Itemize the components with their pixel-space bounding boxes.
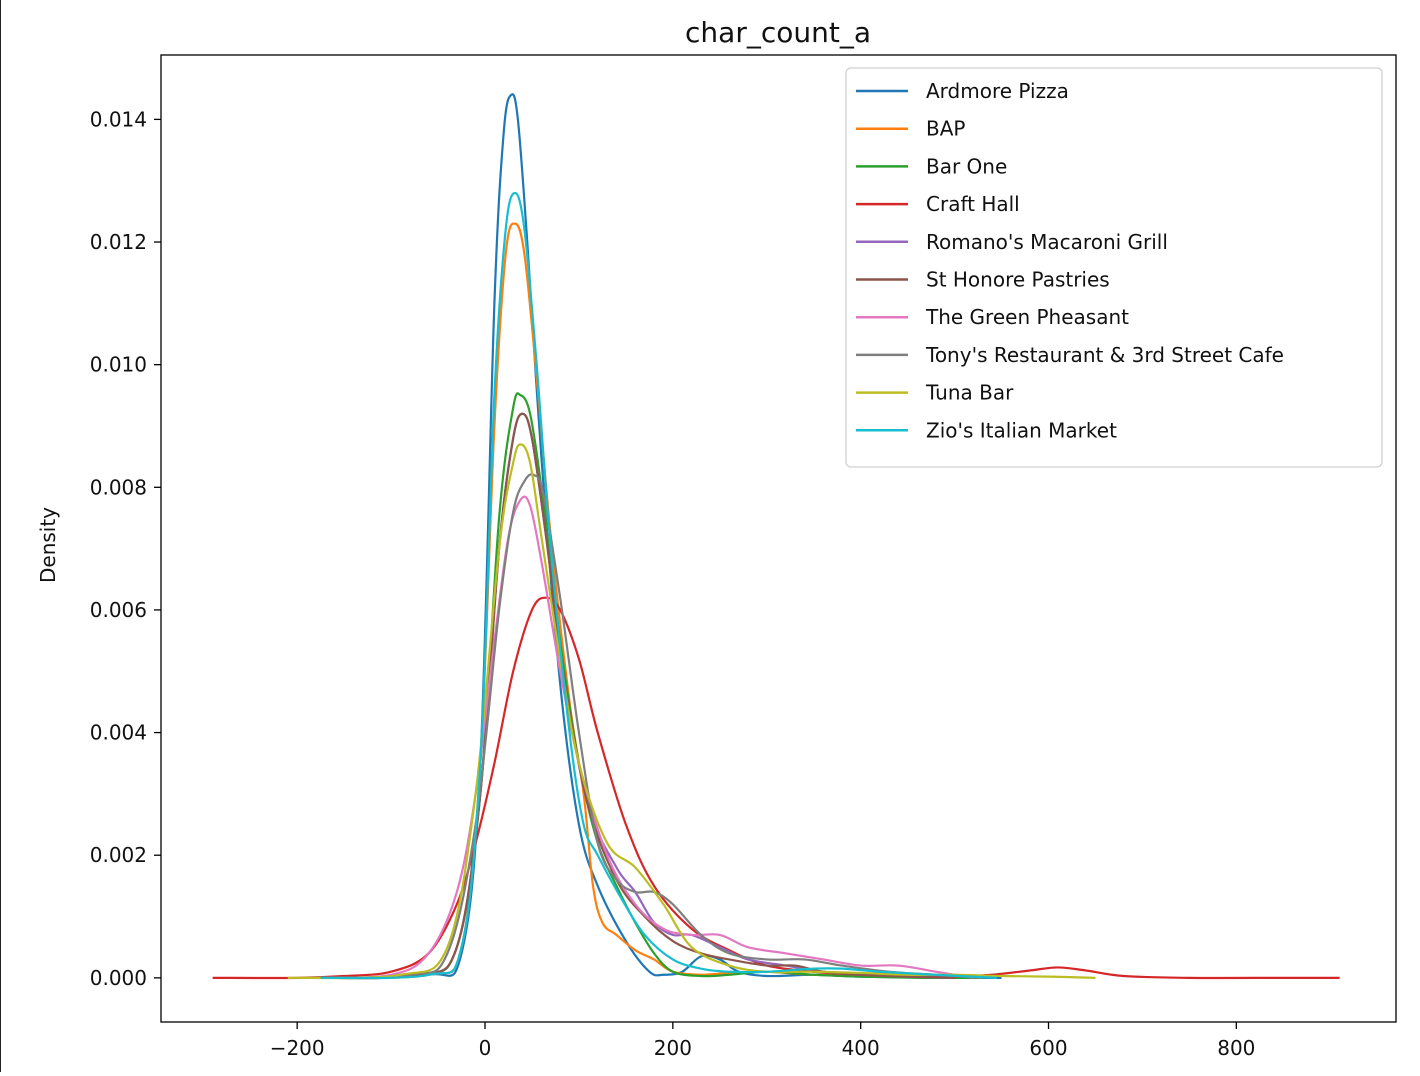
legend-label: Bar One [926, 154, 1007, 178]
x-tick-label: 600 [1029, 1036, 1067, 1060]
y-tick-label: 0.012 [90, 230, 147, 254]
y-tick-label: 0.006 [90, 598, 147, 622]
legend-label: The Green Pheasant [925, 305, 1129, 329]
series-line-8 [287, 443, 1096, 980]
series-line-7 [306, 473, 983, 979]
series-layer [212, 93, 1340, 980]
y-axis-label: Density [36, 507, 60, 583]
legend-label: Zio's Italian Market [926, 418, 1117, 442]
series-line-2 [306, 392, 983, 980]
y-tick-label: 0.010 [90, 353, 147, 377]
legend-label: St Honore Pastries [926, 268, 1110, 292]
legend-box [845, 67, 1383, 468]
y-tick-label: 0.000 [90, 966, 147, 990]
legend-label: Craft Hall [926, 192, 1020, 216]
axes-layer: −200 0 200 400 600 800 0.000 0.002 0.004 0.006 0.0… [90, 54, 1397, 1060]
legend-label: Tony's Restaurant & 3rd Street Cafe [925, 343, 1284, 367]
y-tick-label: 0.008 [90, 475, 147, 499]
legend-label: Romano's Macaroni Grill [926, 230, 1168, 254]
series-line-9 [320, 191, 997, 980]
x-tick-label: 0 [479, 1036, 492, 1060]
x-tick-label: 400 [842, 1036, 880, 1060]
x-tick-label: −200 [270, 1036, 325, 1060]
x-tick-label: 800 [1217, 1036, 1255, 1060]
legend: Ardmore Pizza BAP Bar One Craft Hall Romano'… [845, 67, 1383, 468]
series-line-4 [315, 412, 955, 980]
legend-label: BAP [926, 117, 965, 141]
legend-label: Tuna Bar [925, 381, 1014, 405]
y-tick-label: 0.002 [90, 843, 147, 867]
series-line-6 [315, 495, 974, 979]
plot-frame [160, 54, 1397, 1023]
series-line-3 [212, 596, 1340, 980]
chart-title: char_count_a [685, 16, 871, 49]
x-tick-label: 200 [654, 1036, 692, 1060]
legend-label: Ardmore Pizza [926, 79, 1069, 103]
y-tick-label: 0.014 [90, 107, 147, 131]
y-tick-label: 0.004 [90, 721, 147, 745]
